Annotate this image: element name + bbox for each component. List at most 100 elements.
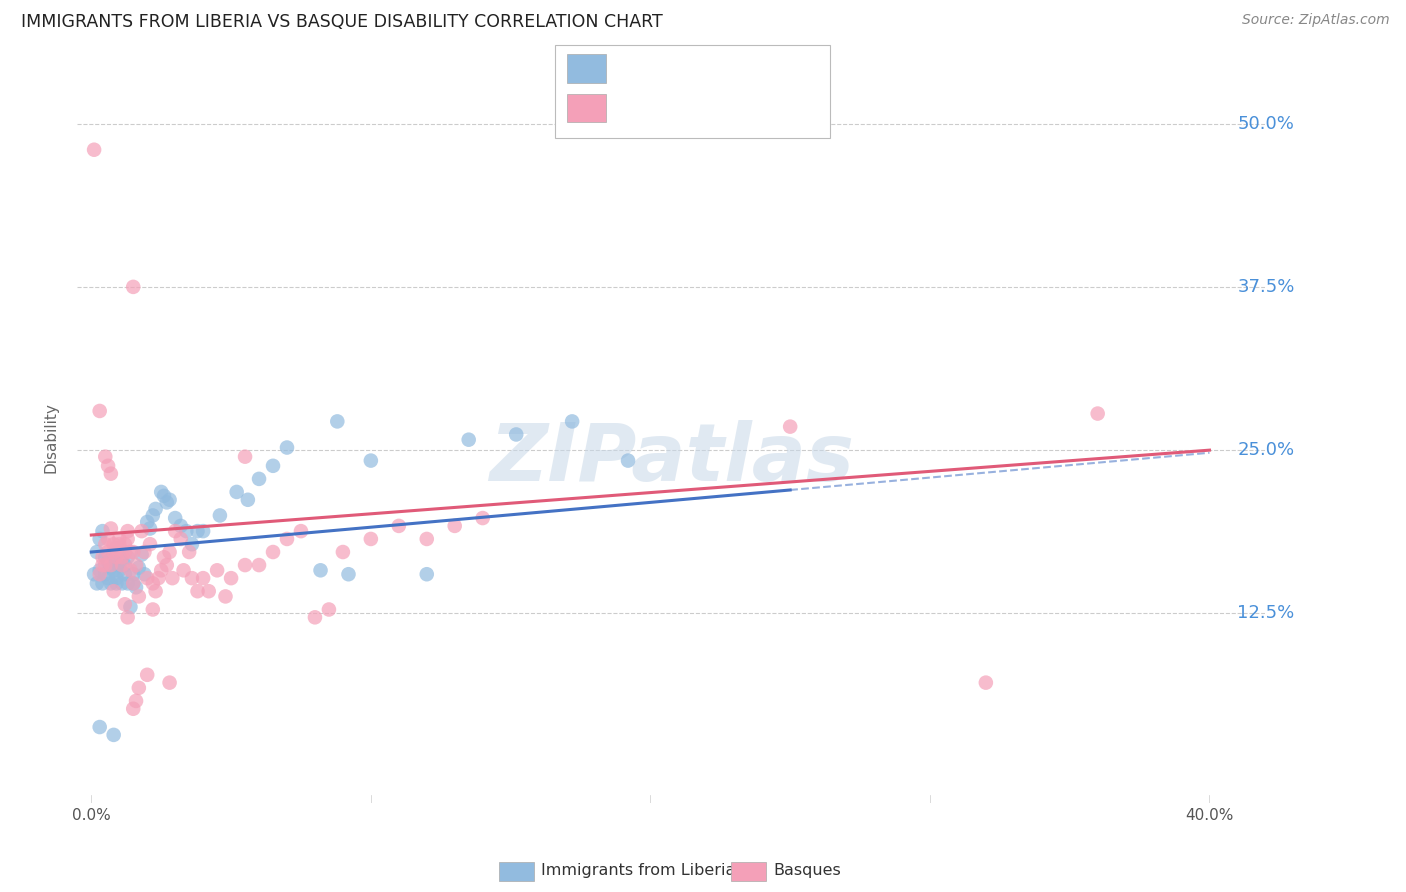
Point [94, 558, 117, 573]
Point [205, 563, 228, 577]
Point [94, 537, 117, 551]
Point [120, 545, 142, 559]
Point [337, 567, 360, 582]
Point [159, 545, 181, 559]
Point [128, 681, 150, 695]
Point [100, 558, 122, 573]
Point [191, 571, 214, 585]
Point [153, 550, 176, 565]
Point [505, 427, 527, 442]
Point [150, 563, 173, 577]
Point [276, 441, 298, 455]
Point [120, 563, 142, 577]
Point [134, 545, 156, 559]
Point [91, 576, 114, 591]
Point [91, 524, 114, 538]
Point [94, 567, 117, 582]
Point [125, 558, 148, 573]
Point [457, 433, 479, 447]
Text: Immigrants from Liberia: Immigrants from Liberia [541, 863, 735, 879]
Point [86, 576, 108, 591]
Point [117, 524, 139, 538]
Point [103, 563, 125, 577]
Point [214, 590, 236, 604]
Point [114, 558, 136, 573]
Point [100, 467, 122, 481]
Point [111, 550, 134, 565]
Point [262, 545, 284, 559]
Point [191, 524, 214, 538]
Point [97, 458, 120, 473]
Point [170, 519, 193, 533]
Point [108, 558, 131, 573]
Point [108, 532, 131, 546]
Point [179, 545, 201, 559]
Point [105, 576, 128, 591]
Point [136, 515, 159, 529]
Point [125, 580, 148, 594]
Point [162, 571, 184, 585]
Point [91, 550, 114, 565]
Point [416, 532, 439, 546]
Point [103, 537, 125, 551]
Point [100, 560, 122, 574]
Point [156, 558, 179, 573]
Point [111, 576, 134, 591]
Point [136, 667, 159, 682]
Point [122, 545, 145, 559]
Point [103, 545, 125, 559]
Point [176, 524, 198, 538]
Point [247, 558, 270, 573]
Point [142, 576, 165, 591]
Point [276, 532, 298, 546]
Point [136, 571, 159, 585]
Text: Disability: Disability [44, 401, 59, 473]
Point [388, 519, 411, 533]
Point [97, 532, 120, 546]
Point [122, 576, 145, 591]
Point [122, 576, 145, 591]
Text: R = 0.474   N = 63: R = 0.474 N = 63 [614, 55, 785, 73]
Point [332, 545, 354, 559]
Point [233, 558, 256, 573]
Point [94, 450, 117, 464]
Point [1087, 407, 1109, 421]
Point [117, 576, 139, 591]
Point [186, 584, 208, 599]
Point [105, 550, 128, 565]
Point [94, 550, 117, 565]
Point [197, 584, 219, 599]
Point [145, 584, 167, 599]
Point [219, 571, 242, 585]
Point [114, 597, 136, 611]
Point [91, 558, 114, 573]
Text: Basques: Basques [773, 863, 841, 879]
Point [122, 702, 145, 716]
Point [117, 550, 139, 565]
Text: 50.0%: 50.0% [1237, 114, 1295, 133]
Text: IMMIGRANTS FROM LIBERIA VS BASQUE DISABILITY CORRELATION CHART: IMMIGRANTS FROM LIBERIA VS BASQUE DISABI… [21, 13, 662, 31]
Point [103, 584, 125, 599]
Point [360, 532, 382, 546]
Point [416, 567, 439, 582]
Point [108, 537, 131, 551]
Point [114, 545, 136, 559]
Point [170, 532, 193, 546]
Point [181, 571, 204, 585]
Point [89, 567, 111, 582]
Point [120, 599, 142, 614]
Point [443, 519, 465, 533]
Point [105, 541, 128, 555]
Point [117, 532, 139, 546]
Point [165, 511, 187, 525]
Point [309, 563, 332, 577]
Point [173, 563, 195, 577]
Text: 12.5%: 12.5% [1237, 605, 1295, 623]
Text: R = 0.205   N = 83: R = 0.205 N = 83 [614, 94, 785, 112]
Point [89, 563, 111, 577]
Point [103, 728, 125, 742]
Point [131, 548, 153, 562]
Point [114, 567, 136, 582]
Point [100, 521, 122, 535]
Point [97, 571, 120, 585]
